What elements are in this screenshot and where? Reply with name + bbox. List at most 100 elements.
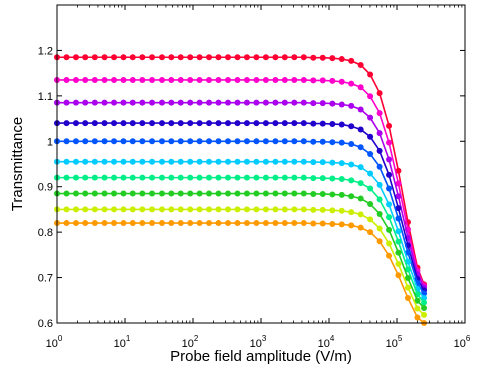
y-tick-label: 0.9 xyxy=(38,182,53,194)
data-point xyxy=(139,174,146,181)
y-tick-label: 1.1 xyxy=(38,91,53,103)
data-point xyxy=(414,305,421,312)
data-point xyxy=(272,120,279,127)
y-tick-label: 1 xyxy=(47,136,53,148)
data-point xyxy=(243,99,250,106)
data-point xyxy=(291,220,298,227)
data-point xyxy=(253,174,260,181)
data-point xyxy=(196,158,203,165)
data-point xyxy=(149,120,156,127)
data-point xyxy=(206,220,213,227)
data-point xyxy=(253,138,260,145)
data-point xyxy=(72,190,79,197)
data-point xyxy=(196,120,203,127)
data-point xyxy=(329,139,336,146)
data-point xyxy=(196,99,203,106)
data-point xyxy=(101,220,108,227)
data-point xyxy=(376,238,383,245)
data-point xyxy=(187,190,194,197)
series-line xyxy=(57,101,425,288)
data-point xyxy=(101,190,108,197)
data-point xyxy=(404,249,411,256)
data-point xyxy=(243,54,250,61)
data-point xyxy=(291,76,298,83)
data-point xyxy=(187,158,194,165)
data-point xyxy=(177,76,184,83)
data-point xyxy=(281,99,288,106)
data-point xyxy=(149,138,156,145)
data-point xyxy=(206,120,213,127)
data-point xyxy=(63,158,70,165)
data-point xyxy=(111,54,118,61)
x-tick-label: 105 xyxy=(386,334,403,350)
data-point xyxy=(159,54,165,61)
data-point xyxy=(319,77,326,84)
y-tick-labels: 0.6 0.7 0.8 0.9 1 1.1 1.2 xyxy=(38,45,53,330)
y-tick-label: 0.8 xyxy=(38,227,53,239)
data-point xyxy=(129,220,136,227)
series-line xyxy=(57,56,425,285)
data-point xyxy=(149,190,156,197)
data-point xyxy=(91,99,98,106)
data-point xyxy=(243,190,250,197)
data-point xyxy=(262,158,269,165)
data-point xyxy=(262,174,269,181)
data-point xyxy=(187,206,194,213)
data-point xyxy=(149,54,156,61)
x-tick-exponent: 0 xyxy=(58,334,63,343)
data-point xyxy=(177,120,184,127)
data-point xyxy=(348,222,355,229)
data-point xyxy=(348,123,355,130)
data-point xyxy=(253,99,260,106)
data-point xyxy=(243,76,250,83)
data-point xyxy=(386,240,393,247)
data-point xyxy=(272,99,279,106)
data-point xyxy=(262,54,269,61)
x-tick-label: 100 xyxy=(46,334,63,350)
data-point xyxy=(329,159,336,166)
data-point xyxy=(281,138,288,145)
data-point xyxy=(215,206,222,213)
data-point xyxy=(63,206,70,213)
data-point xyxy=(91,206,98,213)
data-point xyxy=(129,76,136,83)
data-point xyxy=(357,180,364,187)
data-point xyxy=(319,159,326,166)
data-point xyxy=(338,207,345,214)
data-point xyxy=(168,76,175,83)
data-point xyxy=(338,78,345,85)
data-point xyxy=(300,138,307,145)
series-10 xyxy=(54,220,428,326)
data-point xyxy=(101,54,108,61)
data-point xyxy=(243,174,250,181)
data-point xyxy=(357,164,364,171)
data-point xyxy=(386,201,393,208)
data-point xyxy=(120,76,127,83)
data-point xyxy=(376,147,383,154)
series-line xyxy=(57,192,425,309)
data-point xyxy=(367,200,374,207)
series-6 xyxy=(54,158,428,302)
data-point xyxy=(367,93,374,100)
data-point xyxy=(101,206,108,213)
data-point xyxy=(206,138,213,145)
data-point xyxy=(319,175,326,182)
data-point xyxy=(310,159,317,166)
data-point xyxy=(149,220,156,227)
data-point xyxy=(262,76,269,83)
data-point xyxy=(367,114,374,121)
axis-ticks xyxy=(56,5,466,324)
data-point xyxy=(120,158,127,165)
data-point xyxy=(234,158,241,165)
data-point xyxy=(82,206,89,213)
data-point xyxy=(376,110,383,117)
data-point xyxy=(129,190,136,197)
data-point xyxy=(234,76,241,83)
series-1 xyxy=(54,54,428,288)
data-point xyxy=(395,180,402,187)
data-point xyxy=(91,76,98,83)
data-point xyxy=(357,106,364,113)
x-tick-exponent: 5 xyxy=(398,334,403,343)
data-point xyxy=(224,138,231,145)
data-point xyxy=(168,174,175,181)
